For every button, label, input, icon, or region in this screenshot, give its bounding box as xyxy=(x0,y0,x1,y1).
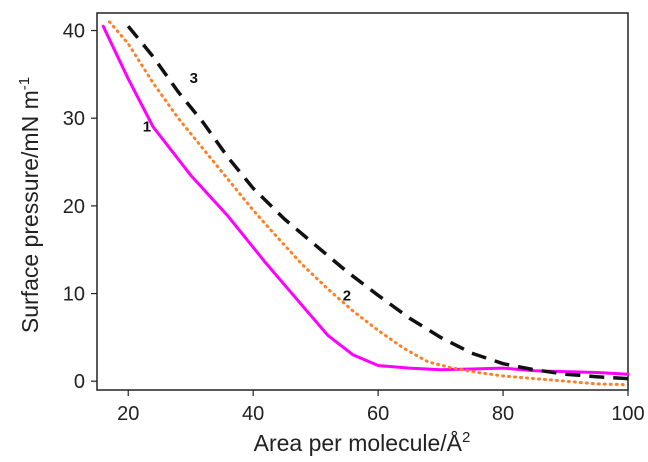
y-axis-ticks: 0 10 20 30 40 xyxy=(63,21,97,393)
y-tick-label: 10 xyxy=(63,284,85,306)
y-tick-label: 40 xyxy=(63,21,85,43)
x-axis-ticks: 20 40 60 80 100 xyxy=(117,390,645,425)
curve-labels: 1 2 3 xyxy=(143,70,351,304)
x-tick-label: 80 xyxy=(492,403,514,425)
x-axis-title: Area per molecule/Å2 xyxy=(254,429,471,456)
series-layer xyxy=(101,20,630,387)
curve-label-2: 2 xyxy=(343,288,351,305)
y-axis-title: Surface pressure/mN m-1 xyxy=(16,77,43,333)
isotherm-curve-1 xyxy=(101,24,630,376)
y-tick-label: 30 xyxy=(63,108,85,130)
plot-frame xyxy=(96,12,629,391)
x-tick-label: 20 xyxy=(117,403,139,425)
x-tick-label: 100 xyxy=(611,403,644,425)
x-tick-label: 60 xyxy=(367,403,389,425)
y-tick-label: 0 xyxy=(74,371,85,393)
isotherm-curve-3 xyxy=(126,25,629,381)
curve-label-3: 3 xyxy=(190,70,198,87)
curve-label-1: 1 xyxy=(143,118,151,135)
y-tick-label: 20 xyxy=(63,196,85,218)
isotherm-curve-2 xyxy=(108,20,630,387)
x-tick-label: 40 xyxy=(242,403,264,425)
